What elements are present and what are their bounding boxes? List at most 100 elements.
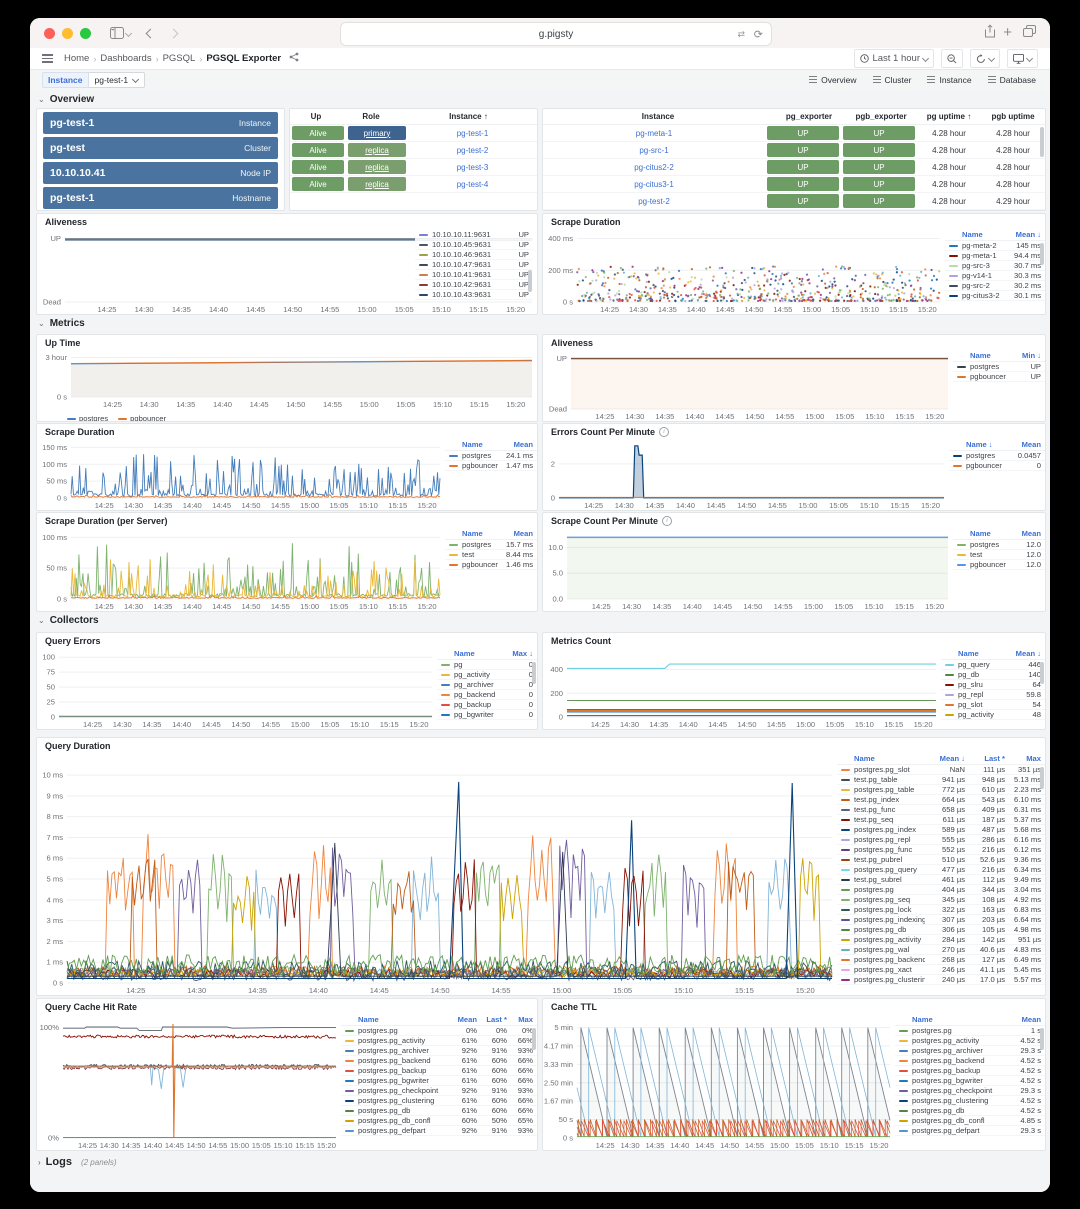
legend-row[interactable]: pg-meta-2 145 ms — [945, 241, 1045, 251]
breadcrumb-home[interactable]: Home — [64, 53, 90, 64]
legend-row[interactable]: postgres.pg_wal 270 µs 40.6 µs 4.83 ms — [837, 945, 1045, 955]
dashboard-link-overview[interactable]: Overview — [809, 75, 857, 85]
legend-row[interactable]: 10.10.10.45:9631 UP — [415, 240, 533, 250]
panel-title[interactable]: Aliveness — [551, 337, 594, 348]
legend-row[interactable]: postgres.pg_clustering 61% 60% 66% — [341, 1096, 537, 1106]
legend-row[interactable]: postgres 24.1 ms — [445, 451, 537, 461]
legend-row[interactable]: postgres.pg_lock 322 µs 163 µs 6.83 ms — [837, 905, 1045, 915]
legend-column-header[interactable]: Name — [462, 440, 483, 449]
cache-ttl-chart[interactable]: 5 min 4.17 min 3.33 min 2.50 min 1.67 min 50 … — [543, 1014, 895, 1150]
table-cell[interactable]: pg-test-2 — [638, 196, 670, 206]
legend-row[interactable]: postgres.pg_db 306 µs 105 µs 4.98 ms — [837, 925, 1045, 935]
legend-row[interactable]: postgres.pg_backup 61% 60% 66% — [341, 1066, 537, 1076]
zoom-out-button[interactable] — [941, 49, 963, 68]
legend-column-header[interactable]: Name — [970, 529, 991, 538]
legend-column-header[interactable]: Mean — [457, 1015, 477, 1024]
legend-scrollbar[interactable] — [1040, 1028, 1044, 1050]
legend-row[interactable]: pg_db 140 — [941, 670, 1045, 680]
minimize-window-button[interactable] — [62, 27, 73, 39]
legend-row[interactable]: test 8.44 ms — [445, 550, 537, 560]
legend-column-header[interactable]: Name — [958, 649, 979, 658]
query-duration-chart[interactable]: 10 ms 9 ms 8 ms 7 ms 6 ms 5 ms 4 ms 3 ms 2 ms 1 m… — [37, 753, 837, 995]
legend-column-header[interactable]: Last * — [486, 1015, 507, 1024]
legend-row[interactable]: pg 0 — [437, 660, 537, 670]
legend-row[interactable]: 10.10.10.47:9631 UP — [415, 260, 533, 270]
legend-row[interactable]: pg_slot 54 — [941, 700, 1045, 710]
legend-row[interactable]: test.pg_func 658 µs 409 µs 6.31 ms — [837, 805, 1045, 815]
chart-legend[interactable]: Name Max ↓ pg 0 pg_activity 0 pg_archiver 0 pg_b… — [437, 648, 537, 729]
table-cell[interactable]: pg-citus2-2 — [634, 162, 674, 172]
panel-title[interactable]: Aliveness — [45, 216, 88, 227]
legend-row[interactable]: pgbouncer UP — [953, 372, 1045, 382]
legend-column-header[interactable]: Min ↓ — [1022, 351, 1041, 360]
legend-row[interactable]: postgres.pg_activity 284 µs 142 µs 951 µs — [837, 935, 1045, 945]
chart-legend[interactable]: postgres pgbouncer — [37, 414, 537, 421]
legend-row[interactable]: test.pg_index 664 µs 543 µs 6.10 ms — [837, 795, 1045, 805]
legend-row[interactable]: postgres.pg 404 µs 344 µs 3.04 ms — [837, 885, 1045, 895]
legend-row[interactable]: test.pg_seq 611 µs 187 µs 5.37 ms — [837, 815, 1045, 825]
query-errors-chart[interactable]: 100 75 50 25 0 14:25 14:30 14:35 14:40 14:45 14:50… — [37, 648, 437, 729]
legend-row[interactable]: postgres.pg_clustering 4.52 s — [895, 1096, 1045, 1106]
legend-column-header[interactable]: Max — [1026, 754, 1041, 763]
legend-row[interactable]: postgres.pg_bgwriter 4.52 s — [895, 1076, 1045, 1086]
legend-row[interactable]: postgres.pg_seq 345 µs 108 µs 4.92 ms — [837, 895, 1045, 905]
chart-legend[interactable]: Name Min ↓ postgres UP pgbouncer UP — [953, 350, 1045, 421]
section-logs[interactable]: › Logs (2 panels) — [38, 1156, 117, 1168]
legend-row[interactable]: postgres.pg_slot NaN 111 µs 351 µs — [837, 765, 1045, 775]
legend-column-header[interactable]: Max — [518, 1015, 533, 1024]
legend-row[interactable]: pgbouncer 12.0 — [953, 560, 1045, 570]
legend-row[interactable]: pg-v14-1 30.3 ms — [945, 271, 1045, 281]
legend-row[interactable]: pg_query 446 — [941, 660, 1045, 670]
chart-legend[interactable]: Name ↓ Mean postgres 0.0457 pgbouncer 0 — [949, 439, 1045, 510]
legend-row[interactable]: postgres.pg_db_confl 4.85 s — [895, 1116, 1045, 1126]
kiosk-mode-button[interactable] — [1007, 49, 1038, 68]
legend-column-header[interactable]: Name — [854, 754, 875, 763]
legend-row[interactable]: pgbouncer 1.46 ms — [445, 560, 537, 570]
legend-row[interactable]: postgres.pg_archiver 92% 91% 93% — [341, 1046, 537, 1056]
zoom-window-button[interactable] — [80, 27, 91, 39]
refresh-button[interactable] — [970, 49, 1000, 68]
legend-row[interactable]: 10.10.10.42:9631 UP — [415, 280, 533, 290]
legend-column-header[interactable]: Name — [970, 351, 991, 360]
dashboard-link-instance[interactable]: Instance — [927, 75, 972, 85]
panel-title[interactable]: Errors Count Per Minute i — [543, 424, 1045, 439]
legend-row[interactable]: postgres.pg_backend 268 µs 127 µs 6.49 ms — [837, 955, 1045, 965]
column-header[interactable]: Instance — [641, 112, 675, 121]
table-cell[interactable]: pg-test-3 — [456, 162, 489, 172]
legend-column-header[interactable]: Mean ↓ — [939, 754, 965, 763]
legend-row[interactable]: pgbouncer 0 — [949, 461, 1045, 471]
tab-overview-icon[interactable] — [1023, 24, 1036, 42]
new-tab-icon[interactable]: + — [1003, 24, 1012, 41]
column-header[interactable]: pg_exporter — [785, 112, 833, 121]
legend-column-header[interactable]: Last * — [984, 754, 1005, 763]
legend-row[interactable]: pg_bgwriter 0 — [437, 710, 537, 720]
scrape-duration-overview-chart[interactable]: 400 ms 200 ms 0 s 14:25 14:30 14:35 14:40 14:45… — [543, 229, 945, 314]
table-cell[interactable]: replica — [348, 143, 406, 157]
menu-icon[interactable] — [42, 52, 53, 65]
table-cell[interactable]: pg-test-1 — [456, 128, 489, 138]
panel-title[interactable]: Up Time — [45, 337, 81, 348]
scrape-count-chart[interactable]: 10.0 5.0 0.0 14:25 14:30 14:35 14:40 14:45 14:50… — [543, 528, 953, 611]
chart-legend[interactable]: Name Mean ↓ pg-meta-2 145 ms pg-meta-1 94.4 m… — [945, 229, 1045, 314]
legend-row[interactable]: postgres UP — [953, 362, 1045, 372]
column-header[interactable]: Up — [310, 112, 322, 121]
panel-title[interactable]: Scrape Duration — [45, 426, 115, 437]
chart-legend[interactable]: Name Mean postgres 24.1 ms pgbouncer 1.47 ms — [445, 439, 537, 510]
legend-row[interactable]: postgres.pg_activity 4.52 s — [895, 1036, 1045, 1046]
table-cell[interactable]: pg-test-2 — [456, 145, 489, 155]
dashboard-link-database[interactable]: Database — [987, 75, 1036, 85]
panel-title[interactable]: Scrape Duration — [551, 216, 621, 227]
legend-row[interactable]: postgres.pg_xact 246 µs 41.1 µs 5.45 ms — [837, 965, 1045, 975]
panel-title[interactable]: Cache TTL — [551, 1001, 598, 1012]
chart-legend[interactable]: Name Mean postgres.pg 1 s postgres.pg_activi… — [895, 1014, 1045, 1150]
legend-column-header[interactable]: Name — [358, 1015, 379, 1024]
aliveness-overview-chart[interactable]: UP Dead 14:25 14:30 14:35 14:40 14:45 14:50 14:5… — [37, 229, 537, 314]
legend-column-header[interactable]: Mean — [1021, 1015, 1041, 1024]
instance-variable-select[interactable]: pg-test-1 — [88, 71, 146, 88]
time-range-picker[interactable]: Last 1 hour — [854, 49, 934, 68]
url-bar[interactable]: g.pigsty ⇄ ⟳ — [340, 22, 772, 46]
legend-row[interactable]: 10.10.10.41:9631 UP — [415, 270, 533, 280]
legend-row[interactable]: postgres.pg_backend 61% 60% 66% — [341, 1056, 537, 1066]
chart-legend[interactable]: Name Mean postgres 15.7 ms test 8.44 ms pgboun… — [445, 528, 537, 611]
info-icon[interactable]: i — [662, 515, 673, 526]
